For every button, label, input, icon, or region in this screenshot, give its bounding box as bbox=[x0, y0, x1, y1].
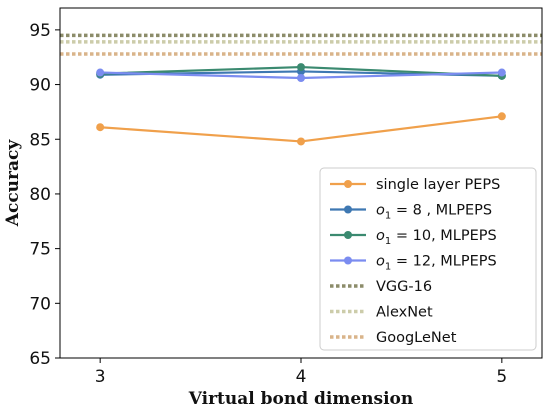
legend-swatch-marker bbox=[344, 231, 352, 239]
x-tick-label: 3 bbox=[95, 367, 106, 387]
data-point-3-0 bbox=[96, 68, 105, 77]
y-tick-label: 95 bbox=[29, 21, 51, 41]
legend-swatch-marker bbox=[344, 205, 352, 214]
data-series bbox=[96, 63, 506, 146]
data-point-0-0 bbox=[96, 123, 105, 132]
legend-label: GoogLeNet bbox=[376, 330, 457, 346]
x-axis-title: Virtual bond dimension bbox=[188, 389, 414, 409]
legend-swatch-marker bbox=[344, 256, 352, 265]
legend-label: AlexNet bbox=[376, 305, 433, 321]
x-tick-label: 5 bbox=[496, 367, 507, 387]
reference-lines bbox=[60, 33, 542, 56]
y-tick-label: 65 bbox=[29, 349, 51, 369]
data-point-2-1 bbox=[297, 63, 305, 72]
data-point-0-2 bbox=[497, 112, 506, 121]
data-point-0-1 bbox=[297, 137, 305, 146]
y-tick-label: 75 bbox=[29, 240, 51, 260]
legend-label: o1 = 8 , MLPEPS bbox=[376, 203, 492, 222]
legend-label: VGG-16 bbox=[376, 279, 432, 295]
legend-label: single layer PEPS bbox=[376, 177, 500, 193]
data-point-3-1 bbox=[297, 74, 305, 82]
y-tick-label: 80 bbox=[29, 185, 51, 205]
y-tick-label: 90 bbox=[29, 76, 51, 96]
y-axis-title: Accuracy bbox=[3, 139, 23, 228]
axes: 65 70 75 80 85 90 95 3 4 5 bbox=[29, 7, 543, 387]
legend-label: o1 = 10, MLPEPS bbox=[376, 228, 497, 247]
legend-swatch-marker bbox=[344, 180, 352, 188]
legend-label: o1 = 12, MLPEPS bbox=[376, 254, 497, 273]
legend: single layer PEPS o1 = 8 , MLPEPS o1 = 10,… bbox=[319, 167, 537, 351]
y-tick-label: 70 bbox=[29, 294, 51, 314]
x-tick-label: 4 bbox=[296, 367, 307, 387]
data-point-3-2 bbox=[497, 68, 506, 77]
y-tick-label: 85 bbox=[29, 130, 51, 150]
legend-box bbox=[319, 167, 537, 351]
